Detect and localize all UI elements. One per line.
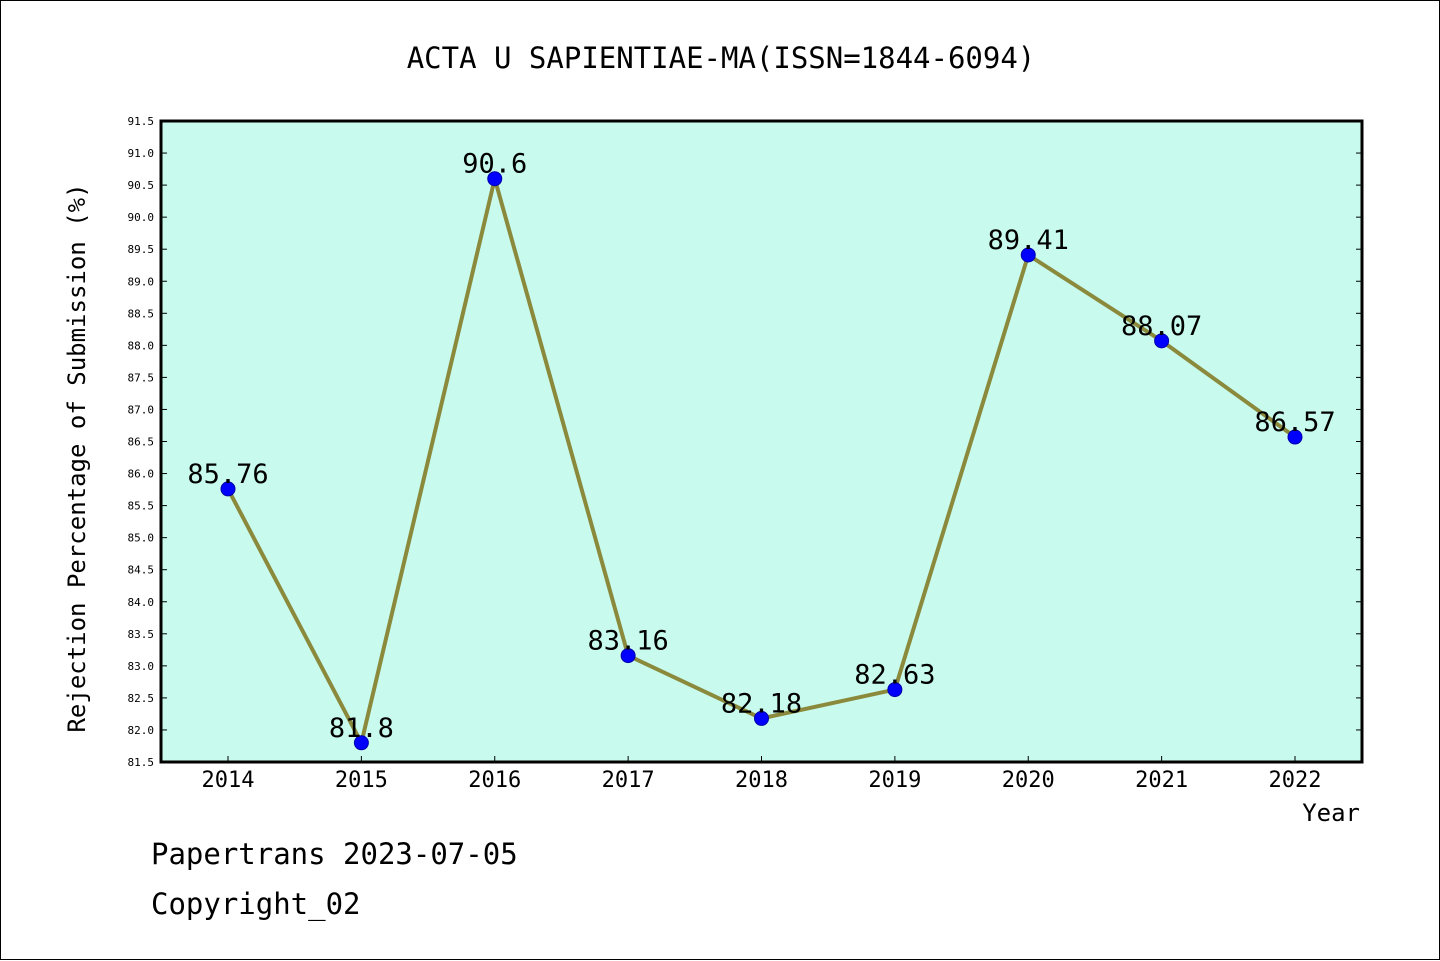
data-label: 82.63 (854, 660, 935, 691)
data-point-marker (1154, 333, 1170, 349)
x-tick-label: 2020 (1002, 768, 1055, 793)
x-tick-label: 2021 (1135, 768, 1188, 793)
y-tick-label: 91.0 (128, 147, 155, 160)
y-tick-label: 88.0 (128, 339, 155, 352)
data-label: 89.41 (988, 225, 1069, 256)
y-tick-label: 86.0 (128, 468, 155, 481)
x-tick-label: 2014 (202, 768, 255, 793)
y-tick-label: 82.5 (128, 692, 155, 705)
y-axis-title: Rejection Percentage of Submission (%) (63, 183, 91, 732)
x-tick-label: 2018 (735, 768, 788, 793)
y-tick-label: 81.5 (128, 756, 155, 769)
chart-title: ACTA U SAPIENTIAE-MA(ISSN=1844-6094) (407, 41, 1036, 75)
watermark-text: Papertrans 2023-07-05 (151, 837, 518, 871)
x-tick-label: 2015 (335, 768, 388, 793)
y-tick-label: 84.0 (128, 596, 155, 609)
y-tick-label: 87.0 (128, 403, 155, 416)
data-label: 90.6 (462, 149, 527, 180)
x-tick-label: 2017 (602, 768, 655, 793)
plot-area (159, 119, 1364, 764)
data-point-marker (887, 682, 903, 698)
y-tick-label: 90.5 (128, 179, 155, 192)
data-label: 85.76 (187, 459, 268, 490)
x-tick-label: 2016 (468, 768, 521, 793)
copyright-text: Copyright_02 (151, 887, 361, 921)
x-tick-label: 2022 (1269, 768, 1322, 793)
y-tick-label: 89.0 (128, 275, 155, 288)
y-tick-label: 86.5 (128, 436, 155, 449)
x-axis-title: Year (1302, 799, 1360, 827)
y-tick-label: 83.0 (128, 660, 155, 673)
data-label: 88.07 (1121, 311, 1202, 342)
data-labels-group: 85.76 81.8 90.6 83.16 82.18 82.63 89.41 88.07 86… (187, 149, 1335, 744)
y-tick-label: 84.5 (128, 564, 155, 577)
y-tick-label: 87.5 (128, 371, 155, 384)
data-point-marker (353, 735, 369, 751)
data-point-marker (620, 648, 636, 664)
y-tick-label: 91.5 (128, 115, 155, 128)
data-point-marker (1020, 247, 1036, 263)
x-tick-label: 2019 (868, 768, 921, 793)
y-tick-label: 83.5 (128, 628, 155, 641)
y-tick-label: 90.0 (128, 211, 155, 224)
data-point-marker (220, 481, 236, 497)
series-markers-group (220, 171, 1303, 751)
y-axis: 81.5 82.0 82.5 83.0 83.5 84.0 84.5 85.0 85.5 86.0… (128, 115, 1362, 769)
data-label: 81.8 (329, 713, 394, 744)
data-point-marker (487, 171, 503, 187)
y-tick-label: 89.5 (128, 243, 155, 256)
data-label: 86.57 (1254, 407, 1335, 438)
data-point-marker (1287, 429, 1303, 445)
data-label: 83.16 (587, 626, 668, 657)
y-tick-label: 85.0 (128, 532, 155, 545)
data-point-marker (754, 710, 769, 726)
data-label: 82.18 (721, 688, 802, 719)
x-axis: 2014 2015 2016 2017 2018 2019 2020 2021 2022 (202, 756, 1322, 793)
y-tick-label: 88.5 (128, 307, 155, 320)
y-tick-label: 85.5 (128, 500, 155, 513)
y-tick-label: 82.0 (128, 724, 155, 737)
